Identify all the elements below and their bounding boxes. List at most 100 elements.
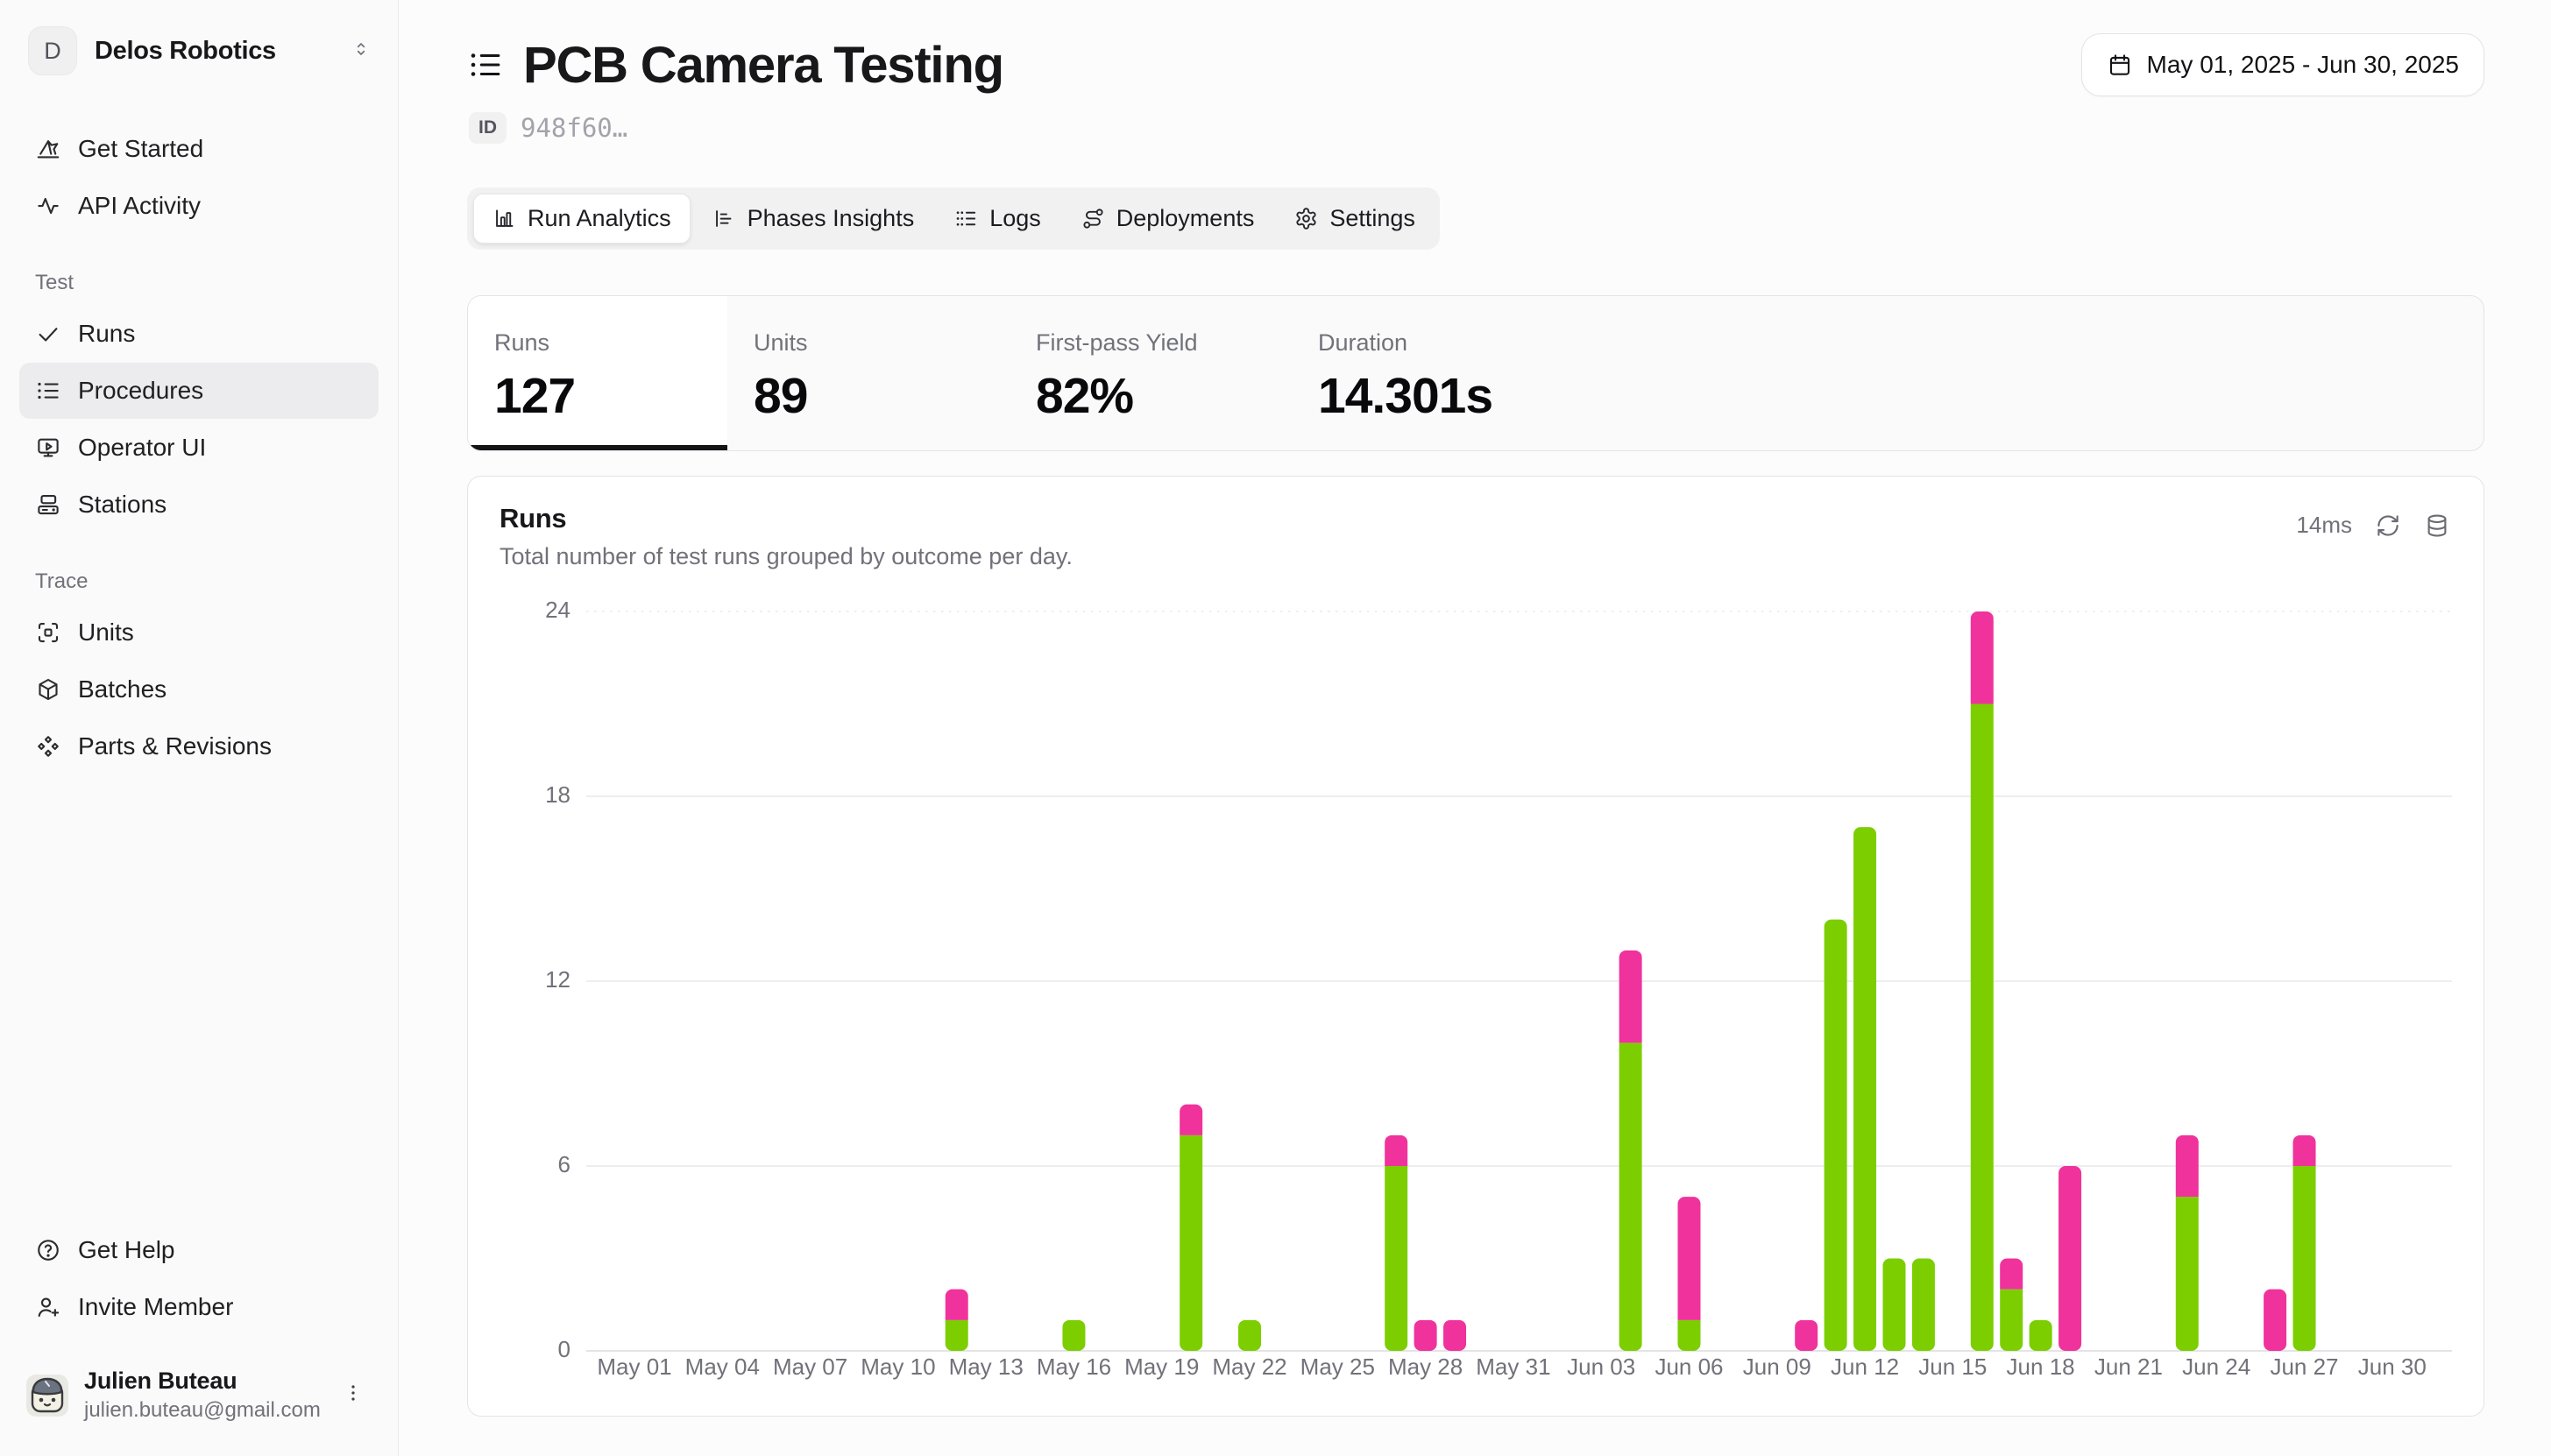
svg-text:May 28: May 28 [1388, 1354, 1463, 1380]
user-name: Julien Buteau [84, 1368, 237, 1394]
sidebar-item-get-help[interactable]: Get Help [19, 1222, 379, 1278]
tab-settings[interactable]: Settings [1276, 194, 1434, 244]
sidebar-item-api-activity[interactable]: API Activity [19, 178, 379, 234]
stat-label: Duration [1318, 329, 1408, 356]
procedure-id-value[interactable]: 948f60… [521, 113, 628, 143]
package-icon [39, 678, 58, 701]
user-plus-icon [35, 1294, 61, 1320]
bar-jun-17[interactable] [2000, 1258, 2023, 1352]
stat-units[interactable]: Units 89 [727, 296, 1010, 450]
bar-jun-23[interactable] [2175, 1134, 2199, 1351]
sidebar-item-parts-revisions[interactable]: Parts & Revisions [19, 718, 379, 774]
bar-may-28[interactable] [1414, 1319, 1437, 1351]
tab-logs[interactable]: Logs [936, 194, 1059, 244]
svg-text:24: 24 [545, 597, 570, 623]
tab-deployments[interactable]: Deployments [1063, 194, 1273, 244]
settings-icon [1296, 208, 1316, 230]
tab-bar: Run Analytics Phases Insights Logs Deplo… [467, 187, 1440, 250]
svg-text:May 07: May 07 [773, 1354, 847, 1380]
database-icon[interactable] [2424, 512, 2450, 539]
sidebar-item-label: Parts & Revisions [78, 732, 272, 760]
tab-label: Logs [989, 205, 1041, 231]
bar-jun-26[interactable] [2264, 1289, 2287, 1351]
user-row[interactable]: Julien Buteau julien.buteau@gmail.com [19, 1362, 379, 1423]
bar-jun-14[interactable] [1911, 1258, 1935, 1352]
bar-jun-18[interactable] [2029, 1319, 2052, 1351]
sidebar-nav: Get Started API Activity Test Runs Proced… [19, 121, 379, 775]
stat-duration[interactable]: Duration 14.301s [1292, 296, 1574, 450]
stat-label: Units [754, 329, 808, 356]
sidebar-item-label: Batches [78, 675, 167, 703]
sidebar-item-label: Get Help [78, 1236, 175, 1263]
sidebar-item-label: Runs [78, 320, 136, 347]
sidebar-section-trace: Trace [35, 569, 89, 593]
bar-may-29[interactable] [1443, 1319, 1467, 1351]
sidebar-item-batches[interactable]: Batches [19, 661, 379, 717]
bar-jun-19[interactable] [2059, 1166, 2082, 1351]
workspace-switcher[interactable]: D Delos Robotics [19, 23, 379, 79]
chevrons-up-down-icon [351, 39, 372, 64]
sidebar: D Delos Robotics Get Started API Activit… [0, 0, 399, 1456]
tab-run-analytics[interactable]: Run Analytics [473, 194, 691, 244]
bar-jun-10[interactable] [1795, 1319, 1818, 1351]
date-range-picker[interactable]: May 01, 2025 - Jun 30, 2025 [2080, 33, 2484, 96]
bar-jun-06[interactable] [1677, 1197, 1701, 1351]
settings-icon [1294, 207, 1318, 230]
refresh-icon [2377, 514, 2399, 536]
workspace-name: Delos Robotics [95, 36, 276, 65]
svg-text:May 10: May 10 [861, 1354, 935, 1380]
check-icon [39, 328, 58, 342]
stat-first-pass-yield[interactable]: First-pass Yield 82% [1010, 296, 1292, 450]
stat-value: 82% [1036, 368, 1134, 424]
tab-label: Phases Insights [747, 205, 915, 231]
sidebar-item-runs[interactable]: Runs [19, 306, 379, 362]
bar-jun-04[interactable] [1619, 950, 1642, 1351]
sidebar-item-label: Invite Member [78, 1293, 234, 1320]
svg-text:Jun 03: Jun 03 [1567, 1354, 1635, 1380]
svg-text:Jun 09: Jun 09 [1743, 1354, 1811, 1380]
bar-may-12[interactable] [945, 1289, 968, 1351]
component-icon [35, 733, 61, 760]
bar-jun-27[interactable] [2292, 1134, 2316, 1351]
sidebar-item-stations[interactable]: Stations [19, 477, 379, 533]
main-content: PCB Camera Testing May 01, 2025 - Jun 30… [399, 0, 2551, 1456]
stat-runs[interactable]: Runs 127 [468, 296, 727, 450]
stat-label: Runs [494, 329, 550, 356]
svg-text:Jun 15: Jun 15 [1918, 1354, 1987, 1380]
bar-jun-11[interactable] [1824, 919, 1847, 1351]
list-icon [471, 53, 500, 76]
list-icon [467, 46, 504, 83]
sidebar-item-procedures[interactable]: Procedures [19, 363, 379, 419]
procedure-id-row: ID 948f60… [469, 112, 2484, 144]
stat-label: First-pass Yield [1036, 329, 1198, 356]
ellipsis-vertical-icon[interactable] [337, 1376, 370, 1414]
sidebar-item-invite-member[interactable]: Invite Member [19, 1279, 379, 1335]
runs-chart-svg: 0 6 12 18 24 May 01 May 04 May 07 May 10 May 13 Ma… [545, 597, 2452, 1380]
stats-summary-card: Runs 127 Units 89 First-pass Yield 82% Dura… [467, 295, 2484, 451]
chart-bar-icon [712, 207, 736, 230]
list-icon [38, 382, 59, 399]
sidebar-item-get-started[interactable]: Get Started [19, 121, 379, 177]
date-range-label: May 01, 2025 - Jun 30, 2025 [2146, 51, 2459, 78]
svg-text:Jun 27: Jun 27 [2270, 1354, 2338, 1380]
bar-jun-13[interactable] [1882, 1258, 1906, 1352]
query-latency: 14ms [2296, 512, 2352, 538]
tab-phases-insights[interactable]: Phases Insights [694, 194, 933, 244]
bar-may-16[interactable] [1062, 1319, 1086, 1351]
bar-may-20[interactable] [1180, 1104, 1203, 1351]
sidebar-item-operator-ui[interactable]: Operator UI [19, 420, 379, 476]
svg-text:Jun 21: Jun 21 [2094, 1354, 2163, 1380]
stat-value: 127 [494, 368, 576, 424]
bar-jun-16[interactable] [1970, 611, 1994, 1351]
stat-value: 14.301s [1318, 368, 1493, 424]
page-header: PCB Camera Testing May 01, 2025 - Jun 30… [467, 33, 2484, 96]
monitor-play-icon [35, 435, 61, 461]
bar-jun-12[interactable] [1853, 827, 1877, 1351]
bar-may-27[interactable] [1385, 1134, 1408, 1351]
refresh-icon[interactable] [2375, 512, 2401, 539]
bar-may-22[interactable] [1238, 1319, 1262, 1351]
svg-text:May 22: May 22 [1212, 1354, 1286, 1380]
sidebar-item-units[interactable]: Units [19, 604, 379, 661]
sidebar-item-label: Stations [78, 491, 167, 518]
svg-text:Jun 24: Jun 24 [2182, 1354, 2250, 1380]
